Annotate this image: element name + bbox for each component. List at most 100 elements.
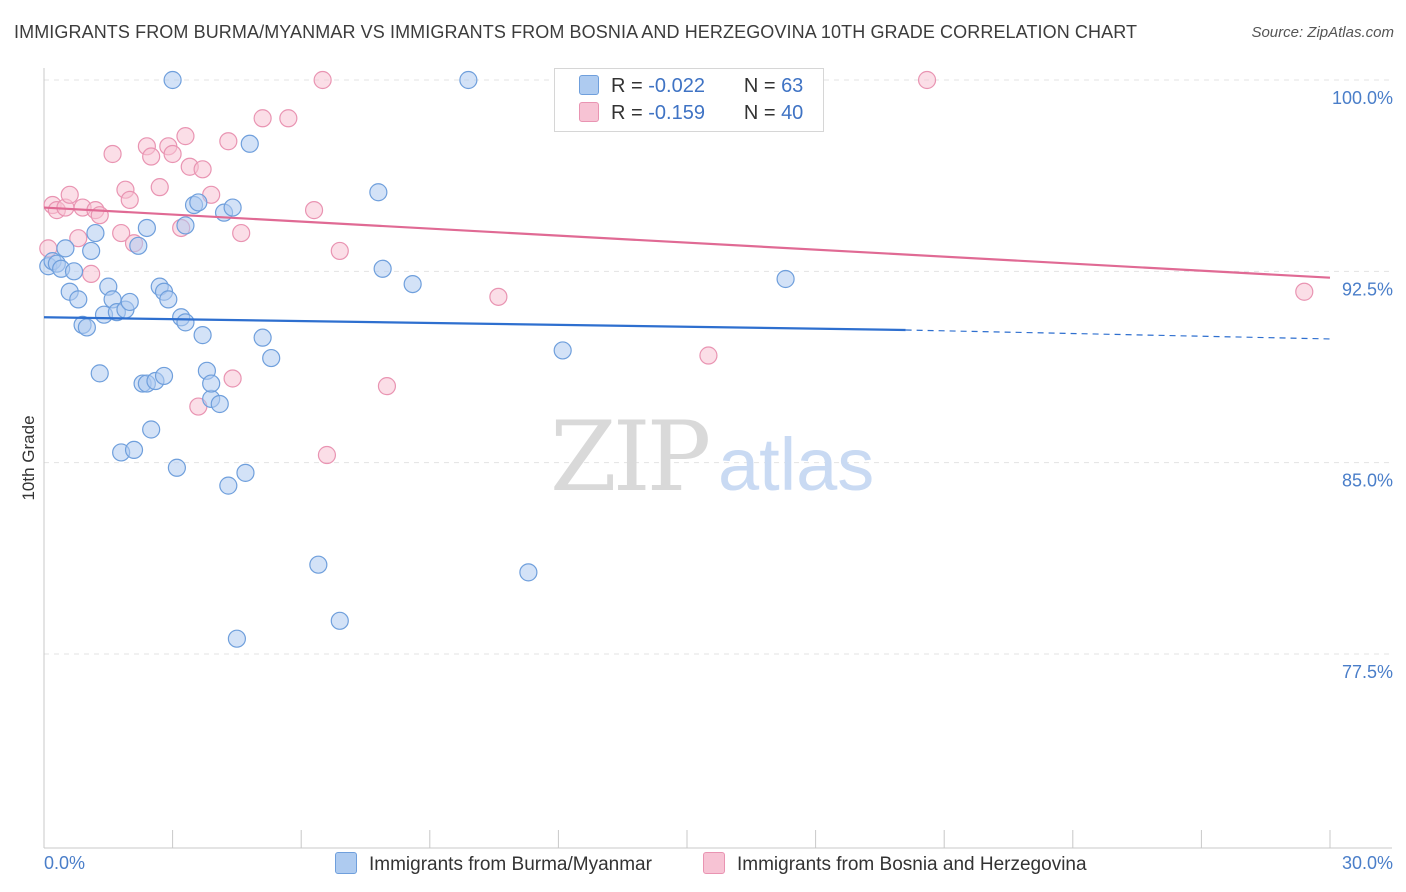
data-point bbox=[82, 241, 101, 261]
data-point bbox=[86, 223, 105, 243]
data-point bbox=[253, 328, 272, 347]
data-point bbox=[163, 144, 182, 164]
data-point bbox=[60, 185, 79, 204]
y-tick-label: 85.0% bbox=[1342, 471, 1393, 491]
series-bosnia-points bbox=[39, 70, 1314, 465]
data-point bbox=[330, 241, 349, 261]
legend-r-label: R = bbox=[611, 75, 643, 97]
axes bbox=[43, 68, 1392, 849]
data-point bbox=[223, 198, 242, 217]
data-point bbox=[167, 458, 186, 477]
data-point bbox=[82, 264, 101, 283]
data-point bbox=[240, 134, 259, 153]
x-tick-label-min: 0.0% bbox=[44, 853, 85, 873]
bottom-legend-swatch-pink bbox=[703, 852, 725, 874]
series-burma-points bbox=[39, 70, 795, 648]
legend-r-value: -0.159 bbox=[648, 102, 705, 124]
y-tick-labels: 100.0% 92.5% 85.0% 77.5% bbox=[1332, 88, 1393, 682]
data-point bbox=[403, 274, 422, 294]
data-point bbox=[69, 290, 88, 309]
data-point bbox=[142, 420, 161, 439]
legend-r-label: R = bbox=[611, 102, 643, 124]
data-point bbox=[142, 147, 161, 166]
data-point bbox=[90, 364, 109, 383]
bottom-legend-burma: Immigrants from Burma/Myanmar bbox=[335, 852, 652, 876]
data-point bbox=[210, 394, 229, 414]
legend-n-value: 40 bbox=[781, 102, 804, 124]
watermark-zip: ZIP bbox=[550, 401, 709, 513]
trend-lines bbox=[43, 206, 1331, 340]
data-point bbox=[304, 201, 324, 220]
data-point bbox=[330, 611, 349, 630]
data-point bbox=[236, 463, 255, 482]
data-point bbox=[176, 216, 195, 235]
data-point bbox=[253, 109, 272, 128]
data-point bbox=[129, 236, 148, 255]
data-point bbox=[309, 555, 328, 574]
data-point bbox=[219, 132, 238, 151]
legend-row-bosnia: R = -0.159 N = 40 bbox=[579, 102, 803, 126]
data-point bbox=[112, 223, 131, 243]
data-point bbox=[776, 269, 795, 289]
data-point bbox=[69, 229, 88, 248]
trend-line-burma-extension bbox=[905, 329, 1331, 340]
trend-line-burma bbox=[43, 316, 906, 332]
legend-swatch-pink bbox=[579, 102, 599, 122]
y-tick-label: 100.0% bbox=[1332, 88, 1393, 108]
bottom-legend-bosnia: Immigrants from Bosnia and Herzegovina bbox=[703, 852, 1087, 876]
bottom-legend-label: Immigrants from Burma/Myanmar bbox=[369, 854, 652, 875]
y-tick-label: 77.5% bbox=[1342, 662, 1393, 682]
data-point bbox=[369, 183, 388, 202]
chart-title: IMMIGRANTS FROM BURMA/MYANMAR VS IMMIGRA… bbox=[14, 22, 1138, 42]
source-credit: Source: ZipAtlas.com bbox=[1251, 24, 1394, 41]
data-point bbox=[917, 70, 937, 90]
data-point bbox=[154, 366, 174, 386]
data-point bbox=[279, 109, 298, 128]
data-point bbox=[489, 287, 508, 306]
y-tick-label: 92.5% bbox=[1342, 279, 1393, 299]
legend-n-value: 63 bbox=[781, 75, 804, 97]
trend-line-bosnia bbox=[43, 206, 1331, 279]
data-point bbox=[313, 70, 332, 90]
data-point bbox=[262, 348, 281, 368]
data-point bbox=[176, 127, 195, 146]
data-point bbox=[137, 218, 156, 238]
data-point bbox=[699, 346, 718, 365]
y-axis-label: 10th Grade bbox=[19, 415, 38, 500]
data-point bbox=[124, 440, 144, 460]
data-point bbox=[120, 190, 139, 210]
data-point bbox=[317, 445, 337, 465]
data-point bbox=[202, 374, 221, 393]
data-point bbox=[64, 262, 84, 281]
data-point bbox=[459, 70, 478, 90]
data-point bbox=[189, 193, 208, 212]
legend-row-burma: R = -0.022 N = 63 bbox=[579, 75, 803, 99]
data-point bbox=[103, 144, 122, 164]
legend-box: R = -0.022 N = 63 R = -0.159 N = 40 bbox=[554, 68, 824, 132]
legend-swatch-blue bbox=[579, 75, 599, 95]
data-point bbox=[553, 341, 572, 360]
data-point bbox=[193, 326, 212, 345]
bottom-legend-swatch-blue bbox=[335, 852, 357, 874]
watermark-atlas: atlas bbox=[718, 423, 874, 506]
bottom-legend-label: Immigrants from Bosnia and Herzegovina bbox=[737, 854, 1087, 875]
data-point bbox=[150, 178, 169, 197]
data-point bbox=[227, 629, 246, 648]
data-point bbox=[377, 377, 397, 396]
gridlines bbox=[44, 79, 1392, 655]
data-point bbox=[120, 292, 139, 312]
data-point bbox=[77, 318, 96, 337]
x-tick-label-max: 30.0% bbox=[1342, 853, 1393, 873]
data-point bbox=[163, 70, 182, 90]
legend-n-label: N = bbox=[743, 75, 776, 97]
legend-n-label: N = bbox=[743, 102, 776, 124]
data-point bbox=[1295, 282, 1314, 301]
x-ticks bbox=[43, 830, 1331, 848]
data-point bbox=[176, 313, 195, 332]
legend-r-value: -0.022 bbox=[648, 75, 705, 97]
data-point bbox=[193, 160, 212, 179]
data-point bbox=[519, 563, 538, 582]
data-point bbox=[219, 476, 238, 495]
data-point bbox=[56, 239, 75, 258]
